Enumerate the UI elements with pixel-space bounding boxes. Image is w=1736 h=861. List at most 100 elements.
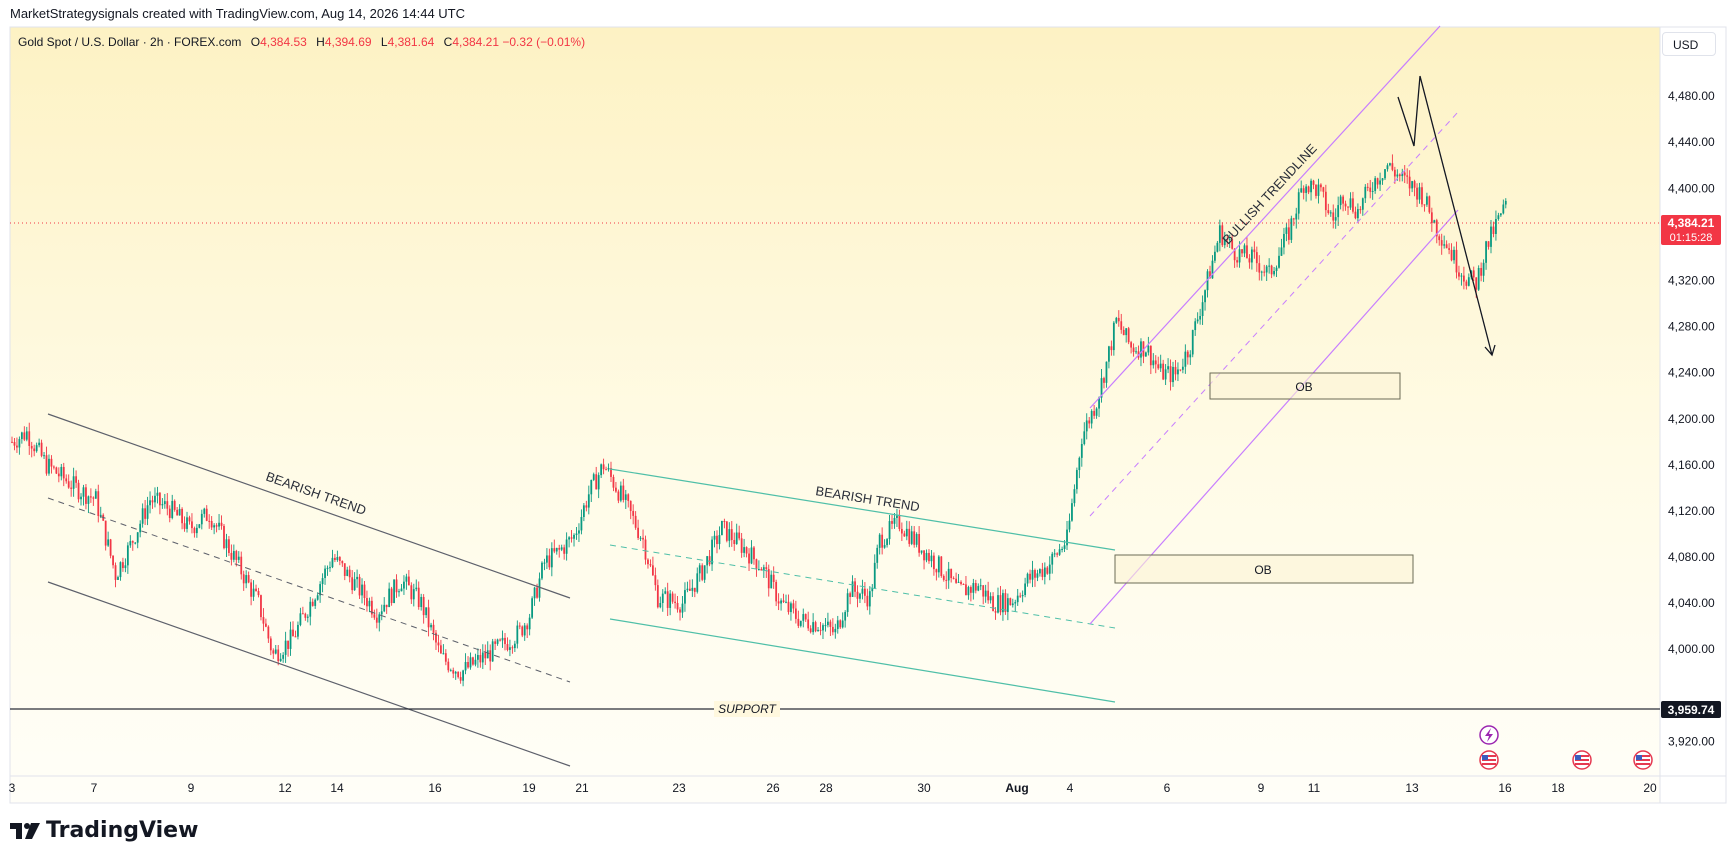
- candle-body: [304, 613, 307, 618]
- candle: [163, 493, 166, 509]
- candle: [341, 560, 344, 567]
- candle: [671, 591, 674, 604]
- candle-body: [987, 590, 990, 601]
- candle-body: [329, 567, 331, 569]
- price-tick-label: 4,440.00: [1668, 135, 1715, 149]
- candle-body: [738, 532, 741, 539]
- forecast-path[interactable]: [1397, 75, 1493, 356]
- candle: [176, 506, 179, 516]
- candle-body: [501, 637, 504, 641]
- candle: [1191, 329, 1194, 358]
- candle-body: [688, 588, 691, 591]
- candle: [1236, 256, 1239, 268]
- candle-body: [1268, 265, 1271, 267]
- candle-body: [511, 647, 514, 649]
- candle-body: [794, 608, 797, 619]
- candle: [311, 598, 314, 607]
- bearish-channel-2-lower[interactable]: [609, 618, 1116, 703]
- candle: [1184, 344, 1187, 374]
- order-block-lower[interactable]: [1114, 554, 1414, 584]
- lightning-event-icon[interactable]: [1479, 725, 1499, 745]
- us-flag-event-icon[interactable]: [1572, 750, 1592, 770]
- candle-body: [462, 670, 464, 681]
- candle-body: [780, 600, 782, 604]
- candle: [868, 586, 871, 615]
- candle-body: [1396, 174, 1399, 177]
- candle: [329, 561, 331, 572]
- candle: [504, 632, 506, 651]
- bullish-channel-mid[interactable]: [1089, 111, 1459, 517]
- candle: [1179, 369, 1182, 372]
- bearish-channel-2-upper[interactable]: [609, 468, 1116, 551]
- candle-body: [1083, 431, 1086, 445]
- bullish-channel-upper[interactable]: [1089, 25, 1441, 409]
- candle-body: [45, 455, 48, 474]
- candle-body: [543, 562, 546, 564]
- price-tick-label: 4,320.00: [1668, 274, 1715, 288]
- candle-body: [489, 650, 492, 662]
- candle: [109, 538, 112, 559]
- chart-frame: [9, 26, 1727, 804]
- candle: [711, 536, 713, 571]
- candle-body: [706, 556, 709, 566]
- candle: [126, 542, 129, 574]
- candle-body: [957, 581, 960, 583]
- us-flag-event-icon[interactable]: [1479, 750, 1499, 770]
- price-tick-label: 4,160.00: [1668, 458, 1715, 472]
- candle-body: [918, 534, 921, 553]
- candle: [1147, 336, 1150, 356]
- currency-button[interactable]: USD: [1662, 32, 1716, 56]
- candle-body: [1406, 175, 1409, 177]
- candle-body: [637, 527, 640, 538]
- candle: [691, 579, 694, 597]
- candle-body: [171, 500, 174, 518]
- bearish-channel-2-mid[interactable]: [609, 544, 1116, 629]
- candle: [422, 594, 425, 624]
- candle: [1366, 183, 1369, 192]
- candle-body: [750, 547, 753, 564]
- candle-body: [836, 620, 839, 629]
- candle-body: [1443, 244, 1446, 246]
- candle: [1361, 197, 1364, 216]
- time-axis[interactable]: 3 7 9 12 14 16 19 21 23 26 28 30 Aug 4 6 9 11 13 16 18 20: [9, 781, 1657, 795]
- candle-body: [703, 565, 706, 580]
- symbol-legend[interactable]: Gold Spot / U.S. Dollar · 2h · FOREX.com…: [18, 35, 585, 49]
- candle-body: [154, 495, 156, 503]
- candle: [1482, 259, 1485, 282]
- candle-body: [1122, 329, 1125, 336]
- candle-body: [1263, 271, 1266, 273]
- candle: [1051, 551, 1054, 574]
- candle: [563, 544, 566, 560]
- candle: [730, 521, 733, 547]
- candle: [1041, 562, 1044, 581]
- candle-body: [536, 587, 538, 598]
- price-axis[interactable]: 4,480.004,440.004,400.004,360.004,320.00…: [1668, 89, 1715, 748]
- candle: [703, 565, 706, 583]
- candle: [1342, 194, 1344, 212]
- candle-body: [1063, 545, 1066, 549]
- time-tick-label: 4: [1067, 781, 1074, 795]
- candle: [151, 495, 154, 509]
- candle-body: [1209, 271, 1211, 279]
- candle-body: [1356, 209, 1359, 219]
- candle: [80, 493, 82, 506]
- candle-body: [40, 442, 43, 456]
- order-block-upper[interactable]: [1209, 372, 1401, 400]
- candle-body: [669, 593, 672, 608]
- candle-body: [122, 562, 124, 569]
- bearish-channel-1-lower[interactable]: [47, 581, 571, 767]
- bearish-channel-1-upper[interactable]: [47, 413, 571, 599]
- us-flag-event-icon[interactable]: [1633, 750, 1653, 770]
- candle-body: [358, 576, 361, 596]
- tradingview-logo-text: TradingView: [46, 818, 199, 843]
- candle: [1159, 354, 1162, 372]
- candle-body: [292, 629, 294, 637]
- candle-body: [913, 531, 916, 545]
- candle: [324, 565, 326, 585]
- bearish-channel-1-mid[interactable]: [47, 497, 571, 683]
- candle: [790, 601, 792, 621]
- tradingview-logo[interactable]: TradingView: [10, 818, 198, 843]
- candle-body: [1211, 260, 1214, 279]
- symbol-name[interactable]: Gold Spot / U.S. Dollar · 2h · FOREX.com: [18, 35, 242, 49]
